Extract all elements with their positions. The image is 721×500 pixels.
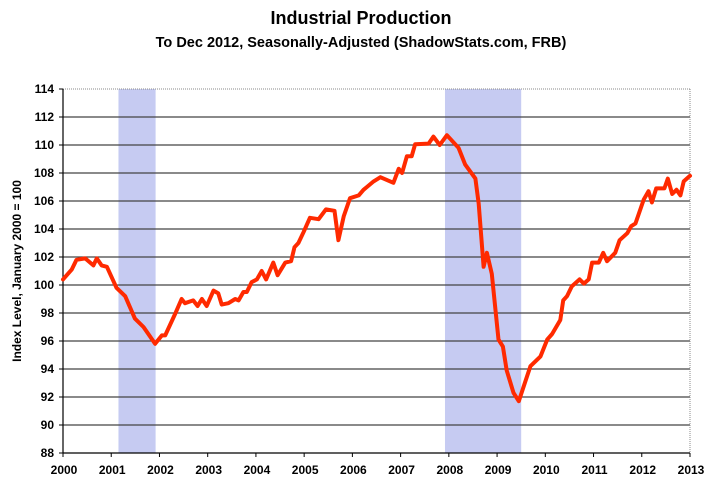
x-tick-label: 2006 (340, 463, 367, 477)
y-tick-label: 106 (34, 194, 54, 208)
y-tick-label: 94 (41, 362, 55, 376)
y-tick-label: 104 (34, 222, 54, 236)
x-tick-label: 2010 (533, 463, 560, 477)
y-tick-label: 98 (41, 306, 55, 320)
y-tick-label: 108 (34, 166, 54, 180)
y-tick-label: 100 (34, 278, 54, 292)
x-tick-label: 2001 (99, 463, 126, 477)
y-tick-label: 90 (41, 418, 55, 432)
y-tick-label: 110 (35, 138, 55, 152)
x-tick-label: 2005 (292, 463, 319, 477)
x-tick-label: 2011 (582, 463, 608, 477)
x-tick-label: 2012 (629, 463, 656, 477)
y-tick-label: 92 (41, 390, 55, 404)
recession-band (118, 89, 156, 453)
x-tick-label: 2003 (195, 463, 222, 477)
y-axis-label: Index Level, January 2000 = 100 (10, 180, 24, 362)
x-tick-label: 2009 (485, 463, 512, 477)
y-tick-label: 96 (41, 334, 55, 348)
y-tick-label: 112 (35, 110, 55, 124)
x-tick-label: 2002 (147, 463, 174, 477)
y-tick-label: 88 (41, 446, 55, 460)
chart-title: Industrial Production (270, 8, 451, 28)
y-tick-label: 102 (34, 250, 54, 264)
x-tick-label: 2008 (436, 463, 463, 477)
x-tick-label: 2000 (51, 463, 78, 477)
x-tick-label: 2013 (678, 463, 705, 477)
series-line-industrial-production (61, 133, 692, 404)
y-tick-label: 114 (35, 82, 55, 96)
x-tick-label: 2007 (388, 463, 415, 477)
x-tick-label: 2004 (244, 463, 271, 477)
chart-subtitle: To Dec 2012, Seasonally-Adjusted (Shadow… (156, 35, 567, 51)
